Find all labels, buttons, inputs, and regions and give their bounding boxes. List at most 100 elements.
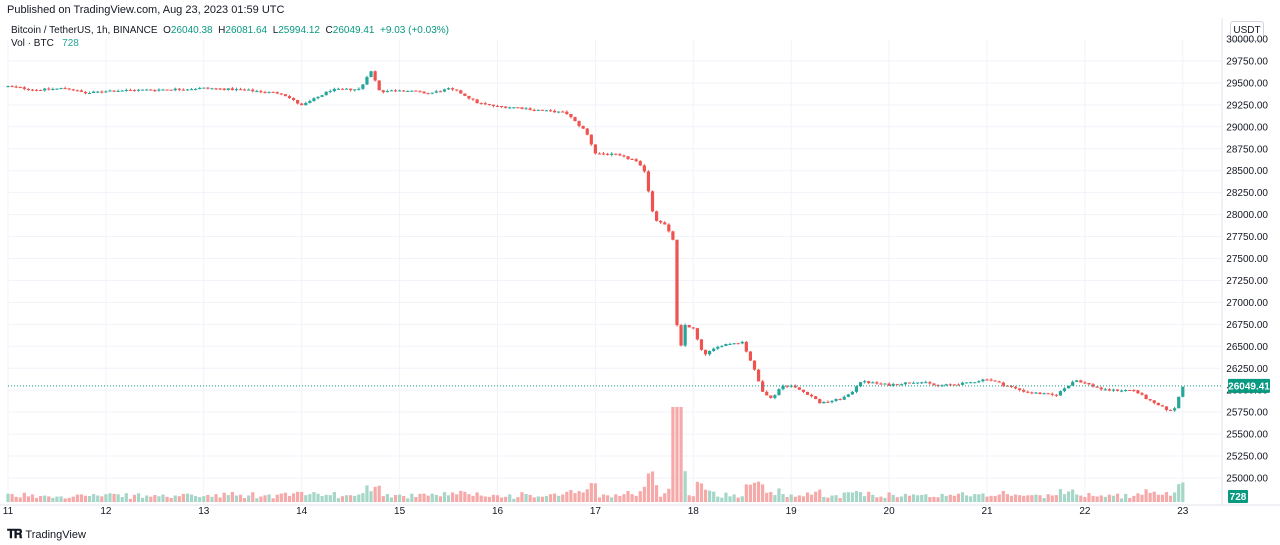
candle-body: [1001, 382, 1005, 386]
candle-body: [858, 382, 863, 387]
volume-bar: [516, 497, 520, 502]
volume-bar: [626, 490, 630, 502]
volume-bar: [55, 496, 59, 502]
volume-bar: [512, 498, 516, 502]
volume-bar: [809, 494, 814, 502]
y-tick-label: 27500.00: [1226, 254, 1268, 265]
volume-bar: [320, 496, 324, 502]
volume-bar: [834, 495, 838, 502]
candle-body: [283, 94, 287, 97]
volume-bar: [120, 497, 124, 502]
y-tick-label: 25500.00: [1226, 430, 1268, 441]
volume-bar: [1177, 484, 1181, 502]
candle-body: [601, 153, 606, 155]
volume-bar: [96, 495, 100, 502]
candle-body: [1050, 393, 1054, 395]
candle-body: [765, 391, 769, 396]
volume-bar: [247, 495, 251, 502]
volume-bar: [850, 492, 854, 502]
volume-bar: [177, 496, 181, 502]
volume-bar: [75, 494, 79, 502]
candle-body: [532, 109, 536, 111]
volume-bar: [279, 493, 283, 502]
volume-bar: [181, 493, 186, 502]
volume-bar: [997, 494, 1001, 502]
candle-body: [349, 88, 353, 91]
volume-bar: [398, 494, 402, 502]
volume-bar: [557, 495, 561, 502]
volume-bar: [194, 496, 198, 502]
candle-body: [993, 380, 997, 382]
candle-body: [79, 90, 84, 92]
candle-body: [1111, 389, 1116, 391]
volume-bar: [801, 496, 806, 502]
volume-bar: [638, 491, 642, 502]
candle-body: [801, 389, 806, 392]
candle-body: [198, 87, 202, 89]
candle-body: [328, 91, 332, 93]
candle-body: [377, 80, 381, 91]
candle-body: [565, 111, 569, 114]
y-tick-label: 28000.00: [1226, 210, 1268, 221]
candle-body: [948, 384, 952, 386]
volume-bar: [141, 497, 145, 502]
candle-body: [47, 88, 51, 90]
volume-bar: [26, 496, 30, 502]
volume-bar: [822, 496, 826, 502]
candle-body: [720, 345, 724, 347]
currency-button[interactable]: USDT: [1230, 21, 1264, 41]
candle-body: [871, 382, 875, 384]
volume-bar: [748, 484, 753, 502]
volume-bar: [1091, 495, 1095, 502]
volume-bar: [47, 496, 51, 502]
candle-body: [332, 88, 336, 92]
candle-body: [340, 88, 345, 90]
close-value: 26049.41: [332, 25, 375, 36]
candle-body: [55, 88, 59, 90]
volume-bar: [561, 494, 565, 502]
candle-body: [708, 350, 712, 355]
volume-bar: [361, 493, 365, 502]
candle-body: [414, 90, 418, 92]
candle-body: [189, 89, 194, 91]
volume-bar: [948, 494, 952, 502]
volume-bar: [1071, 489, 1075, 502]
volume-bar: [1054, 495, 1058, 502]
candle-body: [895, 384, 899, 386]
candle-body: [1009, 386, 1014, 388]
volume-bar: [108, 493, 112, 502]
volume-bar: [805, 492, 810, 502]
candle-body: [173, 88, 177, 91]
volume-bar: [789, 494, 793, 502]
candle-body: [344, 88, 349, 90]
candle-body: [683, 325, 687, 346]
candle-body: [451, 88, 455, 90]
volume-bar: [287, 495, 292, 502]
candle-body: [185, 89, 190, 91]
y-tick-label: 29250.00: [1226, 100, 1268, 111]
volume-bar: [1120, 498, 1124, 502]
volume-bar: [581, 492, 585, 502]
x-tick-label: 17: [590, 506, 602, 517]
candle-body: [797, 387, 801, 390]
volume-bar: [993, 495, 997, 502]
volume-bar: [389, 497, 394, 502]
volume-bar: [234, 495, 239, 502]
candle-body: [879, 383, 883, 385]
candle-body: [610, 153, 614, 155]
y-tick-label: 27250.00: [1226, 276, 1268, 287]
volume-bar: [1066, 491, 1071, 502]
volume-bar: [1136, 493, 1140, 502]
candle-body: [426, 93, 430, 95]
volume-bar: [434, 494, 438, 502]
volume-bar: [14, 496, 18, 502]
candle-body: [14, 86, 18, 88]
volume-bar: [153, 495, 157, 502]
volume-bar: [1005, 494, 1009, 502]
candle-body: [1164, 406, 1169, 410]
volume-bar: [116, 494, 120, 502]
volume-bar: [1156, 494, 1160, 502]
candle-body: [234, 89, 239, 91]
candle-body: [646, 171, 651, 192]
